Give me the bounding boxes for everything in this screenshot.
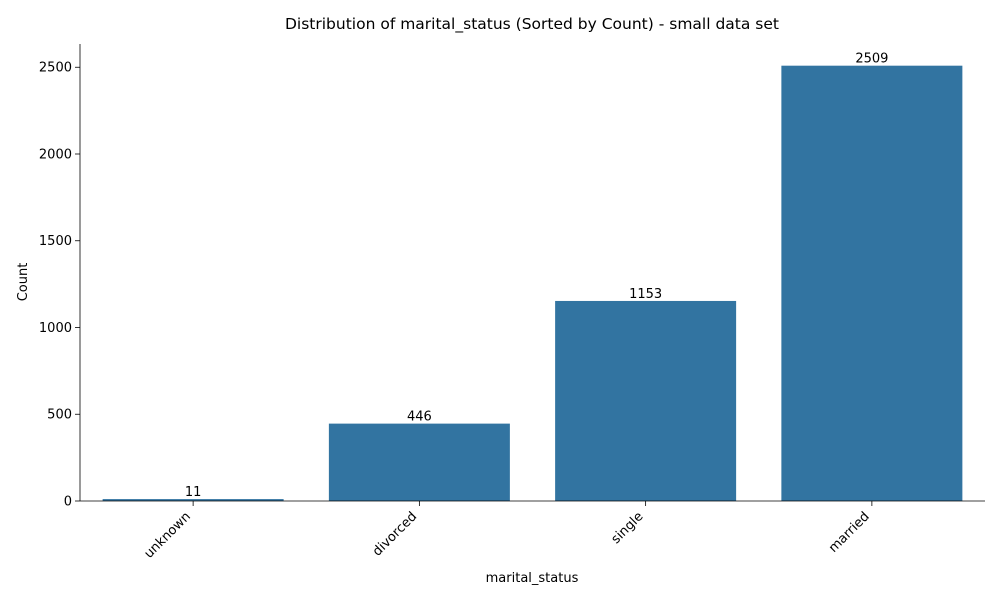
bar-group (102, 65, 963, 501)
data-label-single: 1153 (629, 287, 662, 302)
data-label-divorced: 446 (407, 410, 432, 425)
y-tick-label: 0 (64, 495, 72, 510)
y-axis-label: Count (16, 263, 31, 302)
y-tick-label: 1500 (39, 234, 72, 249)
y-tick-label: 1000 (39, 321, 72, 336)
y-tick-label: 2500 (39, 61, 72, 76)
data-label-married: 2509 (855, 52, 888, 67)
y-tick-label: 2000 (39, 147, 72, 162)
y-axis: 0 500 1000 1500 2000 2500 (39, 44, 81, 510)
bar-unknown (102, 499, 284, 501)
y-tick-label: 500 (47, 408, 72, 423)
data-label-group: 11 446 1153 2509 (185, 52, 889, 500)
bar-single (555, 300, 737, 501)
bar-married (781, 65, 963, 501)
x-axis-label: marital_status (486, 571, 579, 586)
chart-title: Distribution of marital_status (Sorted b… (285, 15, 779, 34)
data-label-unknown: 11 (185, 485, 202, 500)
bar-divorced (328, 423, 510, 501)
